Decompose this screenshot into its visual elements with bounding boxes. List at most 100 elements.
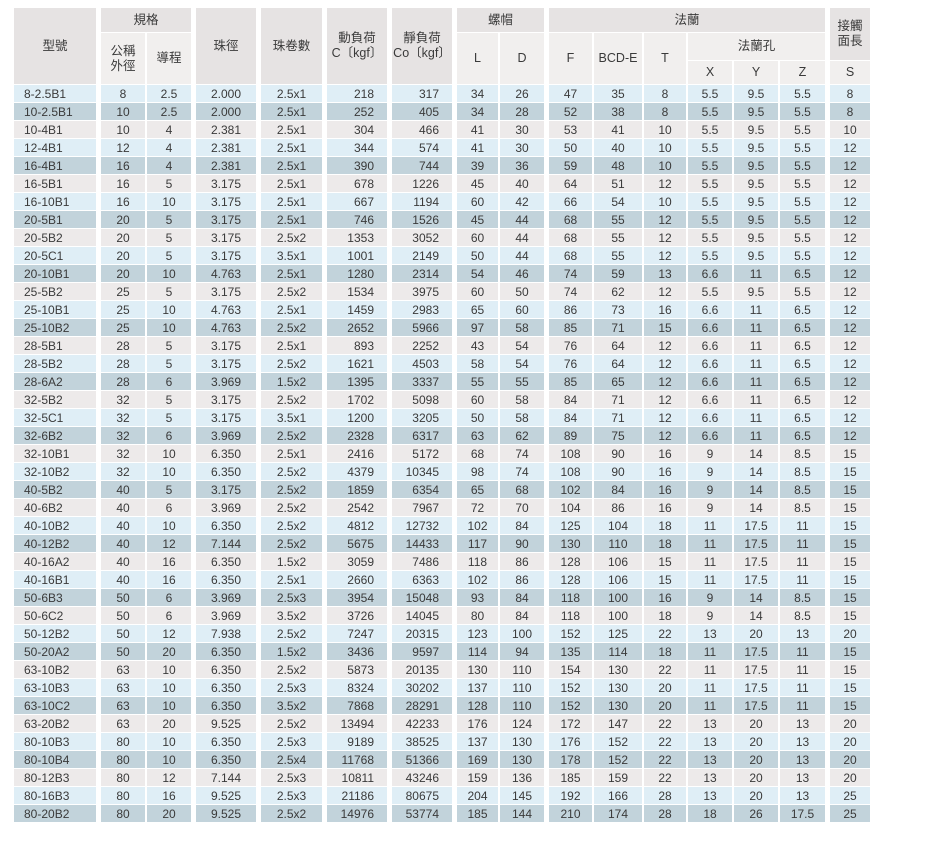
- cell-contact-s: 15: [827, 445, 870, 462]
- cell-contact-s: 15: [827, 643, 870, 660]
- cell-hole-z: 6.5: [780, 409, 825, 426]
- cell-nominal-od: 32: [98, 463, 145, 480]
- cell-hole-z: 11: [780, 553, 825, 570]
- cell-nut-d: 58: [500, 319, 544, 336]
- cell-nominal-od: 10: [98, 121, 145, 138]
- cell-static-load: 2314: [389, 265, 452, 282]
- cell-static-load: 28291: [389, 697, 452, 714]
- cell-flange-t: 15: [644, 553, 686, 570]
- cell-hole-z: 6.5: [780, 319, 825, 336]
- cell-hole-y: 17.5: [734, 517, 778, 534]
- cell-flange-bcd: 71: [594, 409, 642, 426]
- cell-hole-y: 11: [734, 319, 778, 336]
- cell-flange-bcd: 86: [594, 499, 642, 516]
- cell-dynamic-load: 1859: [324, 481, 387, 498]
- header-static-load: 靜負荷 Co〔kgf〕: [389, 8, 452, 84]
- cell-nominal-od: 28: [98, 355, 145, 372]
- cell-hole-z: 8.5: [780, 607, 825, 624]
- cell-flange-f: 52: [546, 103, 592, 120]
- cell-dynamic-load: 1200: [324, 409, 387, 426]
- table-row: 63-20B2 63 20 9.525 2.5x2 13494 42233 176 124 172…: [14, 715, 870, 732]
- cell-nut-d: 44: [500, 247, 544, 264]
- cell-flange-t: 16: [644, 445, 686, 462]
- cell-nominal-od: 16: [98, 157, 145, 174]
- cell-lead: 6: [147, 499, 191, 516]
- cell-hole-z: 6.5: [780, 337, 825, 354]
- cell-ball-circuits: 2.5x3: [258, 733, 322, 750]
- cell-model: 80-10B3: [14, 733, 96, 750]
- cell-flange-f: 85: [546, 319, 592, 336]
- cell-nut-d: 54: [500, 355, 544, 372]
- cell-flange-f: 64: [546, 175, 592, 192]
- cell-static-load: 14045: [389, 607, 452, 624]
- cell-flange-t: 10: [644, 157, 686, 174]
- cell-nut-l: 65: [454, 301, 498, 318]
- cell-nominal-od: 40: [98, 553, 145, 570]
- cell-nut-d: 28: [500, 103, 544, 120]
- header-flange-f: F: [546, 33, 592, 84]
- cell-flange-bcd: 125: [594, 625, 642, 642]
- cell-lead: 4: [147, 121, 191, 138]
- cell-hole-x: 5.5: [688, 247, 732, 264]
- cell-flange-bcd: 38: [594, 103, 642, 120]
- cell-static-load: 38525: [389, 733, 452, 750]
- cell-flange-bcd: 71: [594, 319, 642, 336]
- cell-nut-l: 159: [454, 769, 498, 786]
- cell-dynamic-load: 13494: [324, 715, 387, 732]
- table-row: 20-10B1 20 10 4.763 2.5x1 1280 2314 54 46 74 59 13 6…: [14, 265, 870, 282]
- table-row: 32-6B2 32 6 3.969 2.5x2 2328 6317 63 62 89 75 12 6.6…: [14, 427, 870, 444]
- table-row: 32-5B2 32 5 3.175 2.5x2 1702 5098 60 58 84 71 12 6.6…: [14, 391, 870, 408]
- cell-nominal-od: 40: [98, 499, 145, 516]
- table-row: 25-5B2 25 5 3.175 2.5x2 1534 3975 60 50 74 62 12 5.5…: [14, 283, 870, 300]
- cell-hole-x: 11: [688, 553, 732, 570]
- cell-nominal-od: 16: [98, 193, 145, 210]
- cell-dynamic-load: 1280: [324, 265, 387, 282]
- cell-nominal-od: 40: [98, 481, 145, 498]
- cell-contact-s: 12: [827, 373, 870, 390]
- cell-nut-l: 137: [454, 679, 498, 696]
- cell-flange-t: 12: [644, 373, 686, 390]
- cell-hole-y: 14: [734, 445, 778, 462]
- cell-dynamic-load: 304: [324, 121, 387, 138]
- cell-ball-diameter: 6.350: [193, 517, 256, 534]
- cell-lead: 10: [147, 445, 191, 462]
- cell-flange-bcd: 174: [594, 805, 642, 822]
- cell-nut-d: 84: [500, 607, 544, 624]
- cell-ball-circuits: 2.5x1: [258, 301, 322, 318]
- cell-nominal-od: 25: [98, 283, 145, 300]
- cell-static-load: 2983: [389, 301, 452, 318]
- cell-nut-d: 30: [500, 121, 544, 138]
- cell-ball-diameter: 3.175: [193, 193, 256, 210]
- cell-model: 63-20B2: [14, 715, 96, 732]
- cell-nut-l: 34: [454, 103, 498, 120]
- cell-nut-l: 65: [454, 481, 498, 498]
- cell-nut-d: 144: [500, 805, 544, 822]
- cell-ball-diameter: 6.350: [193, 697, 256, 714]
- table-row: 16-4B1 16 4 2.381 2.5x1 390 744 39 36 59 48 10 5.5 9.…: [14, 157, 870, 174]
- cell-lead: 6: [147, 589, 191, 606]
- cell-flange-bcd: 35: [594, 85, 642, 102]
- cell-hole-x: 5.5: [688, 157, 732, 174]
- cell-dynamic-load: 4812: [324, 517, 387, 534]
- cell-nut-d: 60: [500, 301, 544, 318]
- cell-nut-l: 117: [454, 535, 498, 552]
- cell-contact-s: 12: [827, 319, 870, 336]
- cell-nominal-od: 25: [98, 301, 145, 318]
- cell-nut-l: 60: [454, 283, 498, 300]
- table-row: 32-10B1 32 10 6.350 2.5x1 2416 5172 68 74 108 90 16…: [14, 445, 870, 462]
- cell-ball-diameter: 3.175: [193, 247, 256, 264]
- cell-flange-bcd: 130: [594, 679, 642, 696]
- cell-nut-d: 58: [500, 409, 544, 426]
- cell-dynamic-load: 893: [324, 337, 387, 354]
- cell-hole-x: 11: [688, 697, 732, 714]
- cell-lead: 5: [147, 283, 191, 300]
- cell-ball-diameter: 4.763: [193, 319, 256, 336]
- cell-flange-t: 12: [644, 211, 686, 228]
- cell-flange-bcd: 110: [594, 535, 642, 552]
- cell-flange-f: 130: [546, 535, 592, 552]
- cell-contact-s: 25: [827, 805, 870, 822]
- cell-ball-diameter: 6.350: [193, 571, 256, 588]
- cell-flange-bcd: 130: [594, 661, 642, 678]
- cell-hole-x: 5.5: [688, 193, 732, 210]
- cell-lead: 20: [147, 715, 191, 732]
